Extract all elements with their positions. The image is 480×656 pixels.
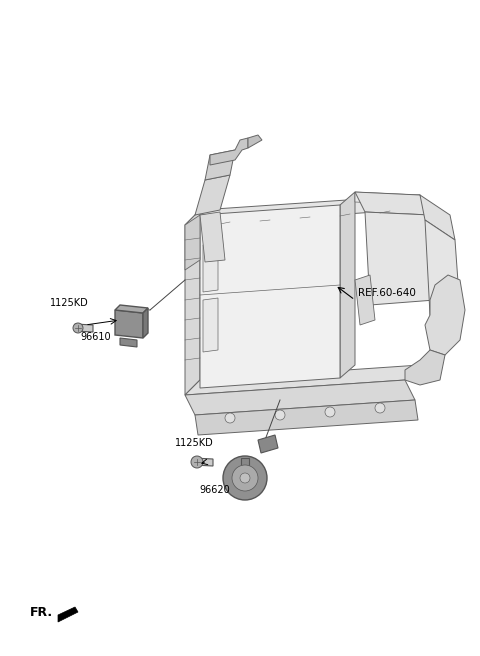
Polygon shape [185,365,420,395]
Polygon shape [195,175,230,215]
Polygon shape [425,220,460,315]
Polygon shape [420,195,455,240]
Polygon shape [258,435,278,453]
Polygon shape [185,215,200,270]
Polygon shape [195,400,418,435]
Polygon shape [241,458,249,473]
Text: 1125KD: 1125KD [50,298,89,308]
Polygon shape [185,195,420,225]
Circle shape [232,465,258,491]
Polygon shape [115,305,148,313]
Polygon shape [185,380,415,415]
Polygon shape [205,150,235,180]
Polygon shape [355,275,375,325]
Polygon shape [340,192,355,378]
Polygon shape [405,350,445,385]
Text: REF.60-640: REF.60-640 [358,288,416,298]
Polygon shape [193,458,213,466]
Polygon shape [75,324,93,332]
Circle shape [225,413,235,423]
Circle shape [375,403,385,413]
Text: FR.: FR. [30,605,53,619]
Polygon shape [210,138,248,165]
Polygon shape [200,212,225,262]
Circle shape [191,456,203,468]
Text: 96610: 96610 [80,332,110,342]
Polygon shape [120,338,137,347]
Polygon shape [115,310,143,338]
Polygon shape [355,192,430,215]
Circle shape [240,473,250,483]
Polygon shape [143,308,148,338]
Polygon shape [203,243,218,292]
Text: 96620: 96620 [200,485,230,495]
Polygon shape [185,210,200,395]
Polygon shape [365,212,435,305]
Polygon shape [355,192,420,205]
Polygon shape [248,135,262,148]
Polygon shape [425,275,465,355]
Polygon shape [58,607,78,622]
Polygon shape [203,298,218,352]
Polygon shape [200,205,340,388]
Text: 1125KD: 1125KD [175,438,214,448]
Circle shape [275,410,285,420]
Circle shape [73,323,83,333]
Circle shape [325,407,335,417]
Circle shape [223,456,267,500]
